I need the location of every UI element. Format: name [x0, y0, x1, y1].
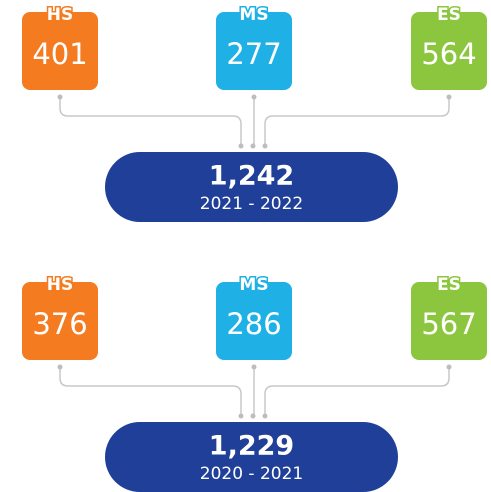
school-years: 2021 - 2022 [200, 194, 303, 214]
school-years: 2020 - 2021 [200, 464, 303, 484]
school-label: MS [239, 275, 268, 295]
school-label: HS [47, 5, 73, 25]
total-pill [105, 152, 398, 222]
school-box [216, 12, 292, 90]
school-box [22, 282, 98, 360]
school-label: ES [437, 275, 461, 295]
connector-dot [446, 364, 452, 370]
connector-dot [262, 143, 268, 149]
school-box [411, 12, 487, 90]
connector-dot [238, 143, 244, 149]
connector [59, 97, 242, 146]
school-box [22, 12, 98, 90]
total-value: 1,242 [209, 161, 294, 192]
connector-dot [57, 94, 63, 100]
connector-dot [251, 364, 257, 370]
connector [59, 367, 242, 416]
school-value: 277 [226, 37, 281, 71]
connector-dot [251, 94, 257, 100]
school-value: 564 [421, 37, 476, 71]
school-value: 376 [32, 307, 87, 341]
school-label: HS [47, 275, 73, 295]
connector-dot [262, 413, 268, 419]
school-label: ES [437, 5, 461, 25]
total-value: 1,229 [209, 431, 294, 462]
connector-dot [250, 413, 256, 419]
school-value: 401 [32, 37, 87, 71]
school-box [216, 282, 292, 360]
connector-dot [57, 364, 63, 370]
connector-dot [446, 94, 452, 100]
connector [264, 367, 450, 416]
connector-dot [250, 143, 256, 149]
school-value: 567 [421, 307, 476, 341]
school-box [411, 282, 487, 360]
total-pill [105, 422, 398, 492]
connector-dot [238, 413, 244, 419]
school-label: MS [239, 5, 268, 25]
school-value: 286 [226, 307, 281, 341]
connector [264, 97, 450, 146]
